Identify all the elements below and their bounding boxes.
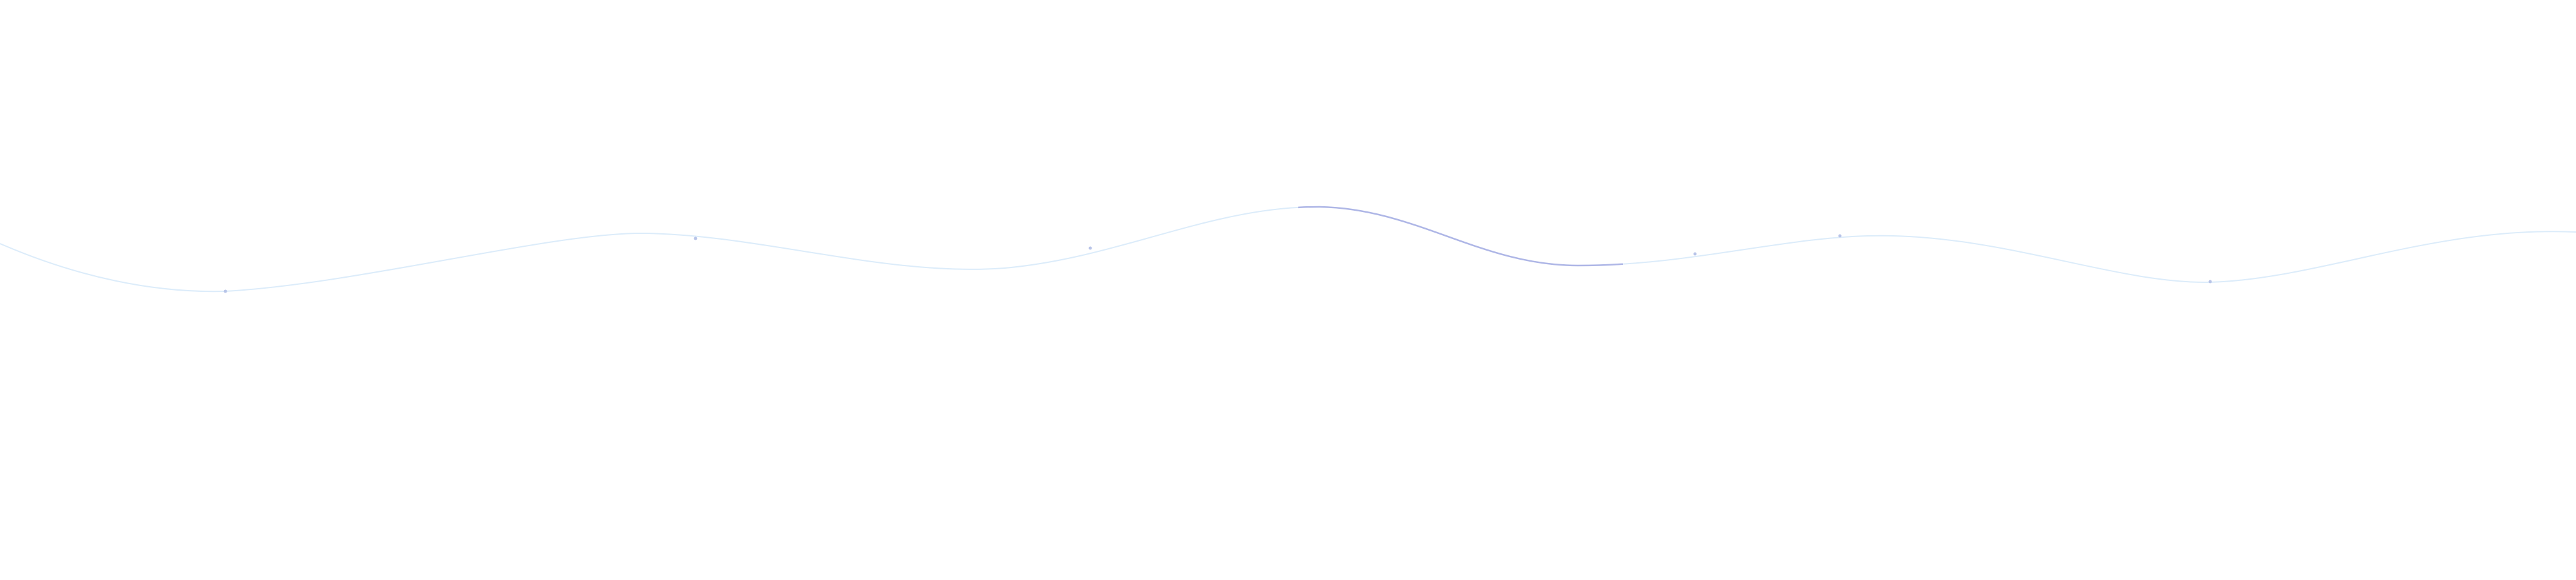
wave-dot <box>1088 246 1092 250</box>
wave-dots <box>223 234 2212 293</box>
wave-line <box>0 206 2576 293</box>
wave-dot <box>1838 234 1842 238</box>
wave-dot <box>1693 252 1697 256</box>
wave-dot <box>223 289 227 293</box>
wave-dot <box>694 237 697 240</box>
wave-dot <box>2208 280 2212 284</box>
wave-highlight-segment <box>1298 206 1623 267</box>
